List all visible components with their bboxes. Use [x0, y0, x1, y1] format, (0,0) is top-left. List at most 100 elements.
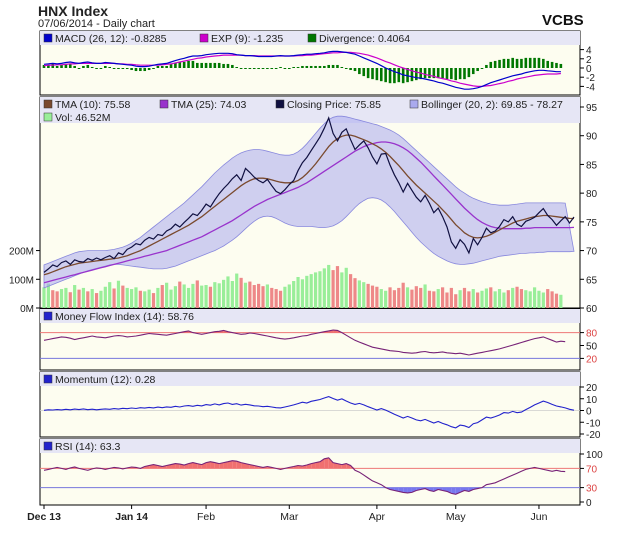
divergence-bar [485, 64, 488, 68]
divergence-bar [314, 65, 317, 68]
rsi-overbought-fill [324, 457, 329, 469]
volume-bar [213, 282, 217, 308]
volume-bar [178, 281, 182, 308]
x-tick-label: Jun [530, 511, 547, 523]
volume-bar [55, 291, 59, 308]
volume-bar [550, 291, 554, 308]
volume-bar [454, 294, 458, 308]
divergence-bar [292, 66, 295, 68]
chart-title: HNX Index [38, 3, 109, 19]
divergence-bar [401, 68, 405, 84]
volume-bar [462, 287, 467, 308]
volume-bar [99, 290, 103, 308]
divergence-bar [160, 65, 164, 68]
volume-bar [300, 279, 305, 308]
rsi-overbought-fill [223, 461, 228, 469]
momentum-ytick-label: -10 [586, 418, 601, 429]
divergence-bar [305, 65, 309, 68]
divergence-bar [415, 68, 418, 81]
divergence-bar [445, 68, 449, 80]
rsi-legend-swatch [43, 441, 53, 451]
divergence-bar [318, 65, 322, 68]
volume-bar [261, 286, 265, 308]
divergence-bar [121, 68, 125, 70]
volume-bar [506, 290, 510, 308]
x-tick-label: Mar [280, 511, 299, 523]
x-tick-label: Jan 14 [115, 511, 148, 523]
volume-bar [182, 284, 186, 308]
volume-bar [221, 279, 226, 308]
rsi-oversold-fill [460, 487, 465, 493]
volume-bar [449, 287, 453, 308]
volume-bar [519, 289, 524, 308]
divergence-bar [51, 63, 55, 68]
volume-bar [296, 276, 300, 308]
rsi-overbought-fill [192, 462, 198, 469]
rsi-overbought-fill [210, 461, 215, 469]
divergence-bar [147, 68, 151, 71]
volume-bar [366, 283, 370, 308]
divergence-bar [559, 63, 563, 68]
volume-bar [130, 289, 134, 308]
mfi-line [43, 329, 566, 356]
divergence-bar [283, 68, 287, 69]
divergence-bar [244, 68, 247, 69]
macd-legend-label: Divergence: 0.4064 [319, 33, 410, 45]
momentum-line [43, 396, 575, 429]
divergence-bar [47, 64, 50, 68]
divergence-bar [555, 62, 558, 68]
divergence-bar [375, 68, 379, 81]
volume-bar [528, 291, 532, 308]
divergence-bar [235, 66, 239, 68]
volume-bar [86, 291, 90, 308]
volume-bar [484, 288, 488, 308]
volume-bar [344, 267, 348, 308]
volume-bar [335, 266, 340, 308]
divergence-bar [143, 68, 147, 72]
divergence-bar [261, 68, 265, 70]
macd-legend-swatch [307, 33, 317, 43]
divergence-bar [231, 64, 234, 68]
volume-bar [318, 271, 322, 308]
volume-bar [309, 274, 313, 308]
divergence-bar [174, 62, 177, 68]
divergence-bar [432, 68, 436, 79]
volume-bar [511, 287, 515, 308]
divergence-bar [156, 65, 160, 68]
volume-bar [121, 285, 125, 308]
divergence-bar [108, 66, 112, 68]
volume-bar [445, 292, 449, 308]
divergence-bar [463, 68, 466, 80]
macd-legend-swatch [43, 33, 53, 43]
divergence-bar [182, 61, 186, 68]
divergence-bar [537, 57, 541, 68]
volume-bar [160, 285, 164, 308]
price-legend-label: Closing Price: 75.85 [287, 99, 381, 111]
rsi-legend-bar [40, 439, 580, 453]
volume-bar [559, 294, 563, 308]
price-legend-swatch [159, 99, 169, 109]
macd-ytick-label: 4 [586, 46, 592, 57]
price-ytick-label: 65 [586, 275, 598, 286]
volume-bar [414, 286, 418, 308]
divergence-bar [77, 68, 81, 69]
volume-bar [226, 276, 230, 308]
volume-bar [68, 292, 72, 308]
divergence-bar [353, 68, 357, 72]
divergence-bar [274, 68, 278, 69]
volume-bar [208, 286, 213, 308]
momentum-ytick-label: -20 [586, 430, 601, 441]
volume-bar [278, 290, 283, 308]
divergence-bar [309, 65, 313, 68]
volume-bar [432, 291, 436, 308]
volume-bar [169, 289, 173, 308]
x-tick-label: Dec 13 [27, 511, 61, 523]
divergence-bar [471, 68, 475, 75]
volume-bar [410, 289, 414, 308]
divergence-bar [204, 62, 208, 68]
macd-legend-swatch [199, 33, 209, 43]
volume-bar [370, 285, 375, 308]
divergence-bar [191, 60, 195, 68]
price-legend-swatch [43, 112, 53, 122]
